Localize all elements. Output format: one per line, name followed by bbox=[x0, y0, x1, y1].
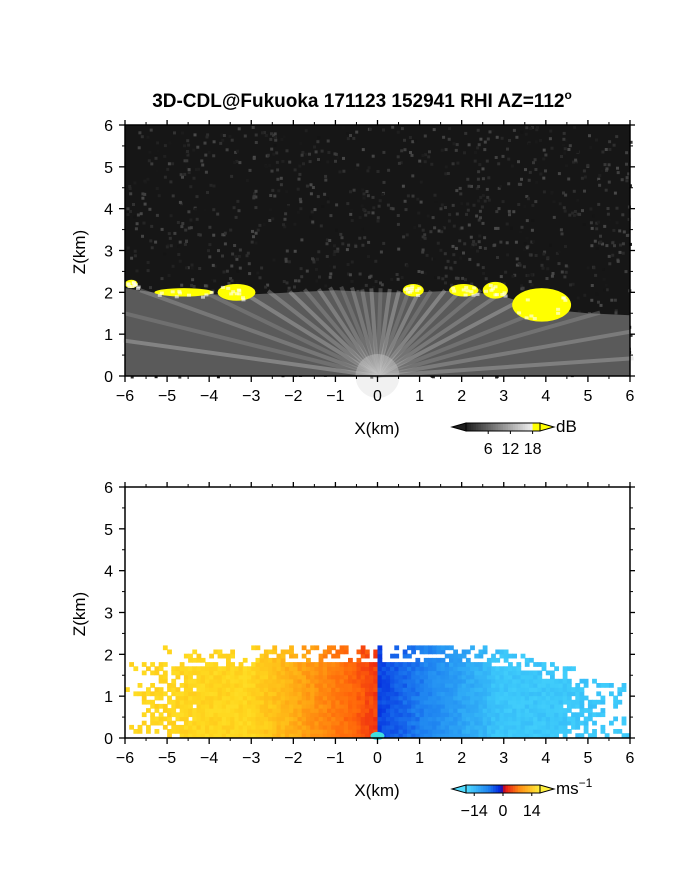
snr-strong-echo-patch bbox=[402, 283, 424, 297]
snr-axis-ticks: −6 −5 −4 −3 −2 −1 0 1 2 3 4 5 6 0 1 2 3 4 5 6 bbox=[104, 118, 635, 405]
colorbar-tick-label: −14 bbox=[461, 803, 488, 820]
snr-strong-echo-patch bbox=[125, 279, 141, 290]
velocity-field bbox=[125, 645, 631, 738]
x-tick-label: 4 bbox=[541, 750, 550, 767]
x-tick-label: 4 bbox=[541, 388, 550, 405]
y-tick-label: 1 bbox=[104, 689, 113, 706]
velocity-colorbar: −14 0 14 bbox=[450, 784, 556, 820]
x-tick-label: 1 bbox=[415, 388, 424, 405]
snr-boundary-layer-echo bbox=[125, 288, 630, 376]
y-tick-label: 6 bbox=[104, 118, 113, 135]
y-tick-label: 3 bbox=[104, 606, 113, 623]
snr-radial-beams bbox=[123, 286, 634, 378]
x-tick-label: 6 bbox=[626, 388, 635, 405]
x-tick-label: −5 bbox=[158, 750, 176, 767]
y-tick-label: 0 bbox=[104, 731, 113, 748]
x-tick-label: −3 bbox=[242, 388, 260, 405]
x-tick-label: −2 bbox=[284, 388, 302, 405]
x-tick-label: −4 bbox=[200, 750, 218, 767]
y-tick-label: 2 bbox=[104, 285, 113, 302]
velocity-x-axis-label: X(km) bbox=[354, 781, 399, 800]
y-tick-label: 4 bbox=[104, 564, 113, 581]
colorbar-tick-label: 18 bbox=[524, 441, 542, 458]
y-tick-label: 4 bbox=[104, 202, 113, 219]
x-tick-label: 2 bbox=[457, 388, 466, 405]
snr-strong-echo-patch bbox=[512, 288, 572, 322]
x-tick-label: 6 bbox=[626, 750, 635, 767]
x-tick-label: 1 bbox=[415, 750, 424, 767]
x-tick-label: −1 bbox=[326, 388, 344, 405]
x-tick-label: 3 bbox=[499, 388, 508, 405]
colorbar-tick-label: 12 bbox=[502, 441, 520, 458]
y-tick-label: 5 bbox=[104, 522, 113, 539]
snr-x-axis-label: X(km) bbox=[354, 419, 399, 438]
snr-strong-echo-patch bbox=[482, 281, 508, 299]
chart-title: 3D-CDL@Fukuoka 171123 152941 RHI AZ=112o bbox=[152, 88, 572, 112]
x-tick-label: 2 bbox=[457, 750, 466, 767]
x-tick-label: 3 bbox=[499, 750, 508, 767]
x-tick-label: −6 bbox=[116, 388, 134, 405]
y-tick-label: 3 bbox=[104, 244, 113, 261]
snr-strong-echo-patch bbox=[154, 288, 214, 299]
x-tick-label: −3 bbox=[242, 750, 260, 767]
velocity-axis-ticks: −6 −5 −4 −3 −2 −1 0 1 2 3 4 5 6 0 1 2 3 4 5 6 bbox=[104, 480, 635, 767]
x-tick-label: −1 bbox=[326, 750, 344, 767]
y-tick-label: 0 bbox=[104, 369, 113, 386]
x-tick-label: 5 bbox=[583, 750, 592, 767]
x-tick-label: −5 bbox=[158, 388, 176, 405]
y-tick-label: 6 bbox=[104, 480, 113, 497]
x-tick-label: 0 bbox=[373, 750, 382, 767]
y-tick-label: 1 bbox=[104, 327, 113, 344]
snr-strong-echo-patch bbox=[449, 283, 480, 297]
colorbar-tick-label: 14 bbox=[523, 803, 541, 820]
colorbar-tick-label: 6 bbox=[484, 441, 493, 458]
y-tick-label: 2 bbox=[104, 647, 113, 664]
velocity-y-axis-label: Z(km) bbox=[70, 592, 89, 636]
snr-colorbar-unit: dB bbox=[556, 417, 577, 436]
x-tick-label: 0 bbox=[373, 388, 382, 405]
x-tick-label: −4 bbox=[200, 388, 218, 405]
colorbar-tick-label: 0 bbox=[499, 803, 508, 820]
y-tick-label: 5 bbox=[104, 160, 113, 177]
snr-strong-echo-patch bbox=[217, 283, 256, 302]
velocity-panel: −6 −5 −4 −3 −2 −1 0 1 2 3 4 5 6 0 1 2 3 4 5 6 Z(km) X(km) −… bbox=[70, 480, 635, 820]
velocity-colorbar-unit: ms−1 bbox=[556, 776, 593, 798]
velocity-plot-area bbox=[125, 645, 631, 740]
x-tick-label: −6 bbox=[116, 750, 134, 767]
snr-plot-area bbox=[123, 125, 634, 398]
x-tick-label: −2 bbox=[284, 750, 302, 767]
x-tick-label: 5 bbox=[583, 388, 592, 405]
snr-y-axis-label: Z(km) bbox=[70, 230, 89, 274]
snr-colorbar: 6 12 18 bbox=[450, 422, 556, 458]
